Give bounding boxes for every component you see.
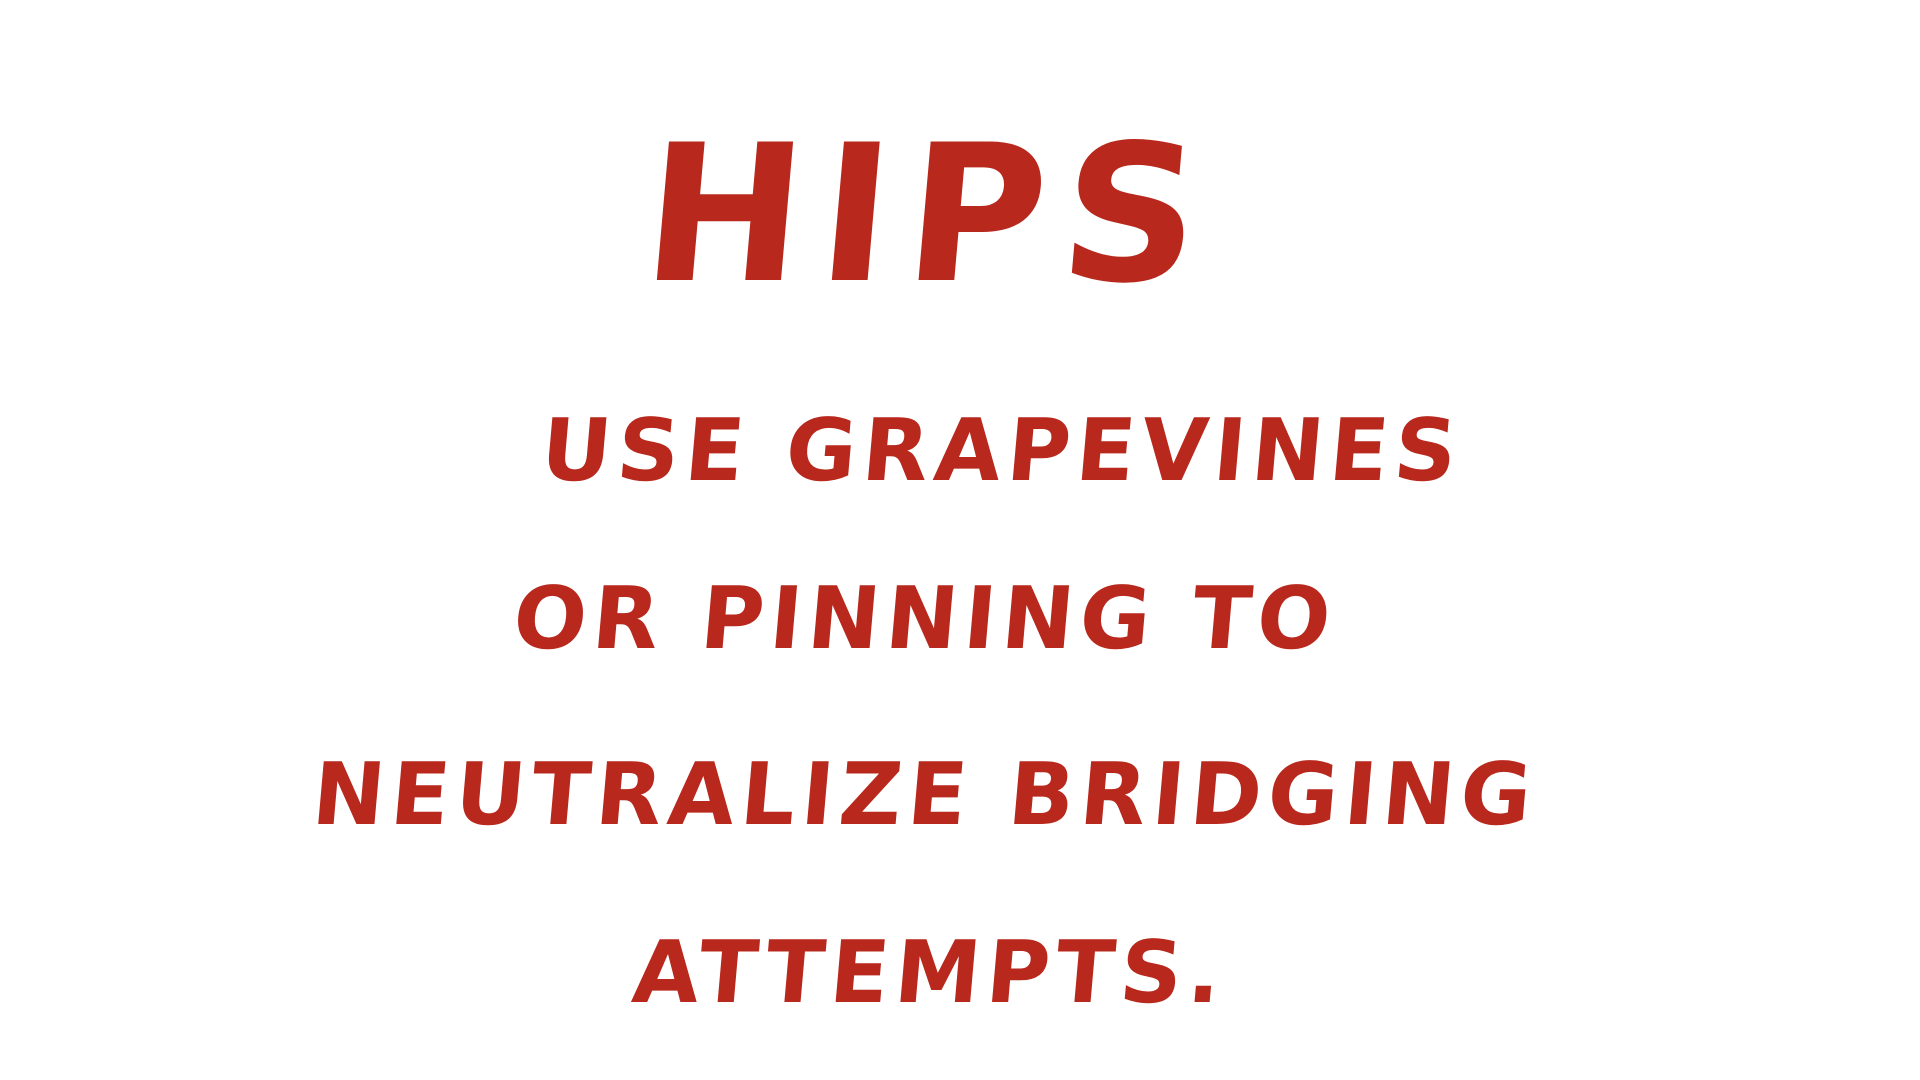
slide-title: HIPS (635, 104, 1225, 325)
body-line-3: NEUTRALIZE BRIDGING (308, 745, 1542, 845)
body-line-2: OR PINNING TO (509, 569, 1341, 669)
body-line-4: ATTEMPTS. (628, 923, 1232, 1023)
body-line-1: USE GRAPEVINES (537, 401, 1467, 501)
